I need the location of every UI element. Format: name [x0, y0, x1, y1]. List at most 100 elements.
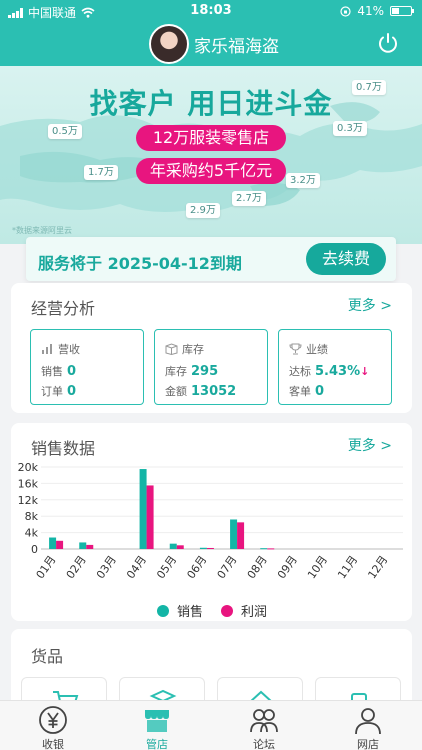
bar-profit [146, 485, 154, 549]
tab-label: 管店 [146, 738, 168, 750]
y-tick-label: 0 [31, 543, 38, 556]
inventory-card[interactable]: 库存 库存 295 金额 13052 [154, 329, 268, 405]
person-icon [355, 708, 381, 735]
promo-banner[interactable]: 找客户 用日进斗金 12万服装零售店 年采购约5千亿元 0.7万 0.5万 0.… [0, 66, 422, 244]
stat-label: 客单 [289, 385, 311, 398]
map-tag: 0.3万 [333, 121, 367, 136]
wifi-icon [81, 7, 95, 18]
x-tick-label: 10月 [305, 553, 330, 581]
x-tick-label: 11月 [335, 553, 360, 581]
bar-sales [139, 469, 147, 549]
legend-item-sales: 销售 [157, 601, 203, 620]
home-icon [249, 690, 273, 703]
bar-profit [56, 540, 64, 549]
stack-icon [149, 689, 177, 703]
legend-dot [221, 604, 233, 617]
map-tag: 0.7万 [352, 80, 386, 95]
map-tag: 1.7万 [84, 165, 118, 180]
status-time: 18:03 [190, 3, 232, 18]
stat-value: 295 [191, 364, 219, 379]
x-tick-label: 12月 [365, 553, 390, 581]
tab-online-store[interactable]: 网店 [328, 701, 408, 750]
stat-label: 达标 [289, 365, 311, 378]
bar-sales [79, 542, 87, 549]
battery-fill [392, 8, 400, 14]
sales-more-link[interactable]: 更多 > [347, 438, 392, 454]
stat-label: 库存 [165, 365, 187, 378]
map-tag: 0.5万 [48, 124, 82, 139]
signal-icon [8, 7, 23, 18]
yen-coin-icon [39, 706, 67, 734]
stat-label: 订单 [41, 385, 63, 398]
x-tick-label: 03月 [94, 553, 119, 581]
tab-forum[interactable]: 论坛 [224, 701, 304, 750]
bar-profit [237, 522, 245, 549]
y-tick-label: 12k [18, 494, 39, 507]
y-tick-label: 16k [18, 477, 39, 490]
box-icon [165, 343, 178, 355]
tab-manage-store[interactable]: 管店 [117, 701, 197, 750]
performance-target-row: 达标 5.43%↓ [289, 363, 369, 379]
performance-avg-row: 客单 0 [289, 383, 324, 399]
y-tick-label: 20k [18, 461, 39, 474]
revenue-sales-row: 销售 0 [41, 363, 76, 379]
stat-label: 金额 [165, 385, 187, 398]
status-left: 中国联通 [8, 4, 95, 21]
inventory-stock-row: 库存 295 [165, 363, 218, 379]
map-tag: 3.2万 [286, 173, 320, 188]
title-bar: 家乐福海盗 [0, 22, 422, 66]
stat-value: 0 [67, 364, 77, 379]
bar-sales [199, 547, 207, 549]
power-icon[interactable] [376, 31, 400, 55]
map-tag: 2.7万 [232, 191, 266, 206]
stat-value: 13052 [191, 384, 237, 399]
goods-card: 货品 [11, 629, 412, 737]
legend-label: 销售 [177, 605, 204, 620]
bar-sales [169, 543, 177, 549]
stat-value: 0 [67, 384, 77, 399]
service-expiry-text: 服务将于 2025-04-12到期 [38, 254, 242, 273]
chart-icon [42, 344, 52, 354]
y-tick-label: 8k [25, 510, 39, 523]
banner-pill-purchase: 年采购约5千亿元 [136, 158, 286, 184]
service-expiry-bar: 服务将于 2025-04-12到期 去续费 [26, 237, 396, 281]
status-bar: 中国联通 18:03 41% [0, 0, 422, 22]
x-tick-label: 01月 [34, 553, 59, 581]
stat-value: 0 [315, 384, 325, 399]
status-right: 41% [340, 4, 414, 18]
store-icon [145, 710, 169, 732]
performance-card[interactable]: 业绩 达标 5.43%↓ 客单 0 [278, 329, 392, 405]
bar-sales [260, 548, 268, 550]
tab-label: 论坛 [253, 738, 275, 750]
renew-button[interactable]: 去续费 [306, 243, 386, 275]
battery-label: 41% [357, 4, 384, 18]
inventory-card-head: 库存 [165, 341, 204, 357]
x-tick-label: 05月 [154, 553, 179, 581]
sales-data-card: 销售数据 更多 > 20k 16k 12k 8k 4k 0 01月 02月 03月 04月 05月 0… [11, 423, 412, 621]
people-icon [250, 709, 278, 733]
bar-profit [86, 544, 94, 549]
x-tick-label: 02月 [64, 553, 89, 581]
business-analysis-title: 经营分析 [31, 299, 96, 318]
bottom-tab-bar: 收银 管店 论坛 网店 [0, 700, 422, 750]
business-analysis-card: 经营分析 更多 > 营收 销售 0 订单 0 库存 库存 295 金额 13052 业绩… [11, 283, 412, 413]
avatar[interactable] [149, 24, 189, 64]
banner-pill-stores: 12万服装零售店 [136, 125, 286, 151]
legend-item-profit: 利润 [221, 601, 267, 620]
map-tag: 2.9万 [186, 203, 220, 218]
down-arrow-icon: ↓ [360, 365, 370, 378]
revenue-card[interactable]: 营收 销售 0 订单 0 [30, 329, 144, 405]
carrier-label: 中国联通 [28, 6, 77, 20]
performance-card-title: 业绩 [306, 343, 328, 356]
store-name: 家乐福海盗 [194, 37, 279, 57]
x-tick-label: 06月 [184, 553, 209, 581]
performance-card-head: 业绩 [289, 341, 328, 357]
tab-cashier[interactable]: 收银 [13, 701, 93, 750]
sales-data-title: 销售数据 [31, 439, 96, 458]
revenue-card-title: 营收 [58, 343, 80, 356]
legend-label: 利润 [241, 605, 268, 620]
business-more-link[interactable]: 更多 > [347, 298, 392, 314]
legend-dot [157, 604, 169, 617]
x-tick-label: 07月 [215, 553, 240, 581]
